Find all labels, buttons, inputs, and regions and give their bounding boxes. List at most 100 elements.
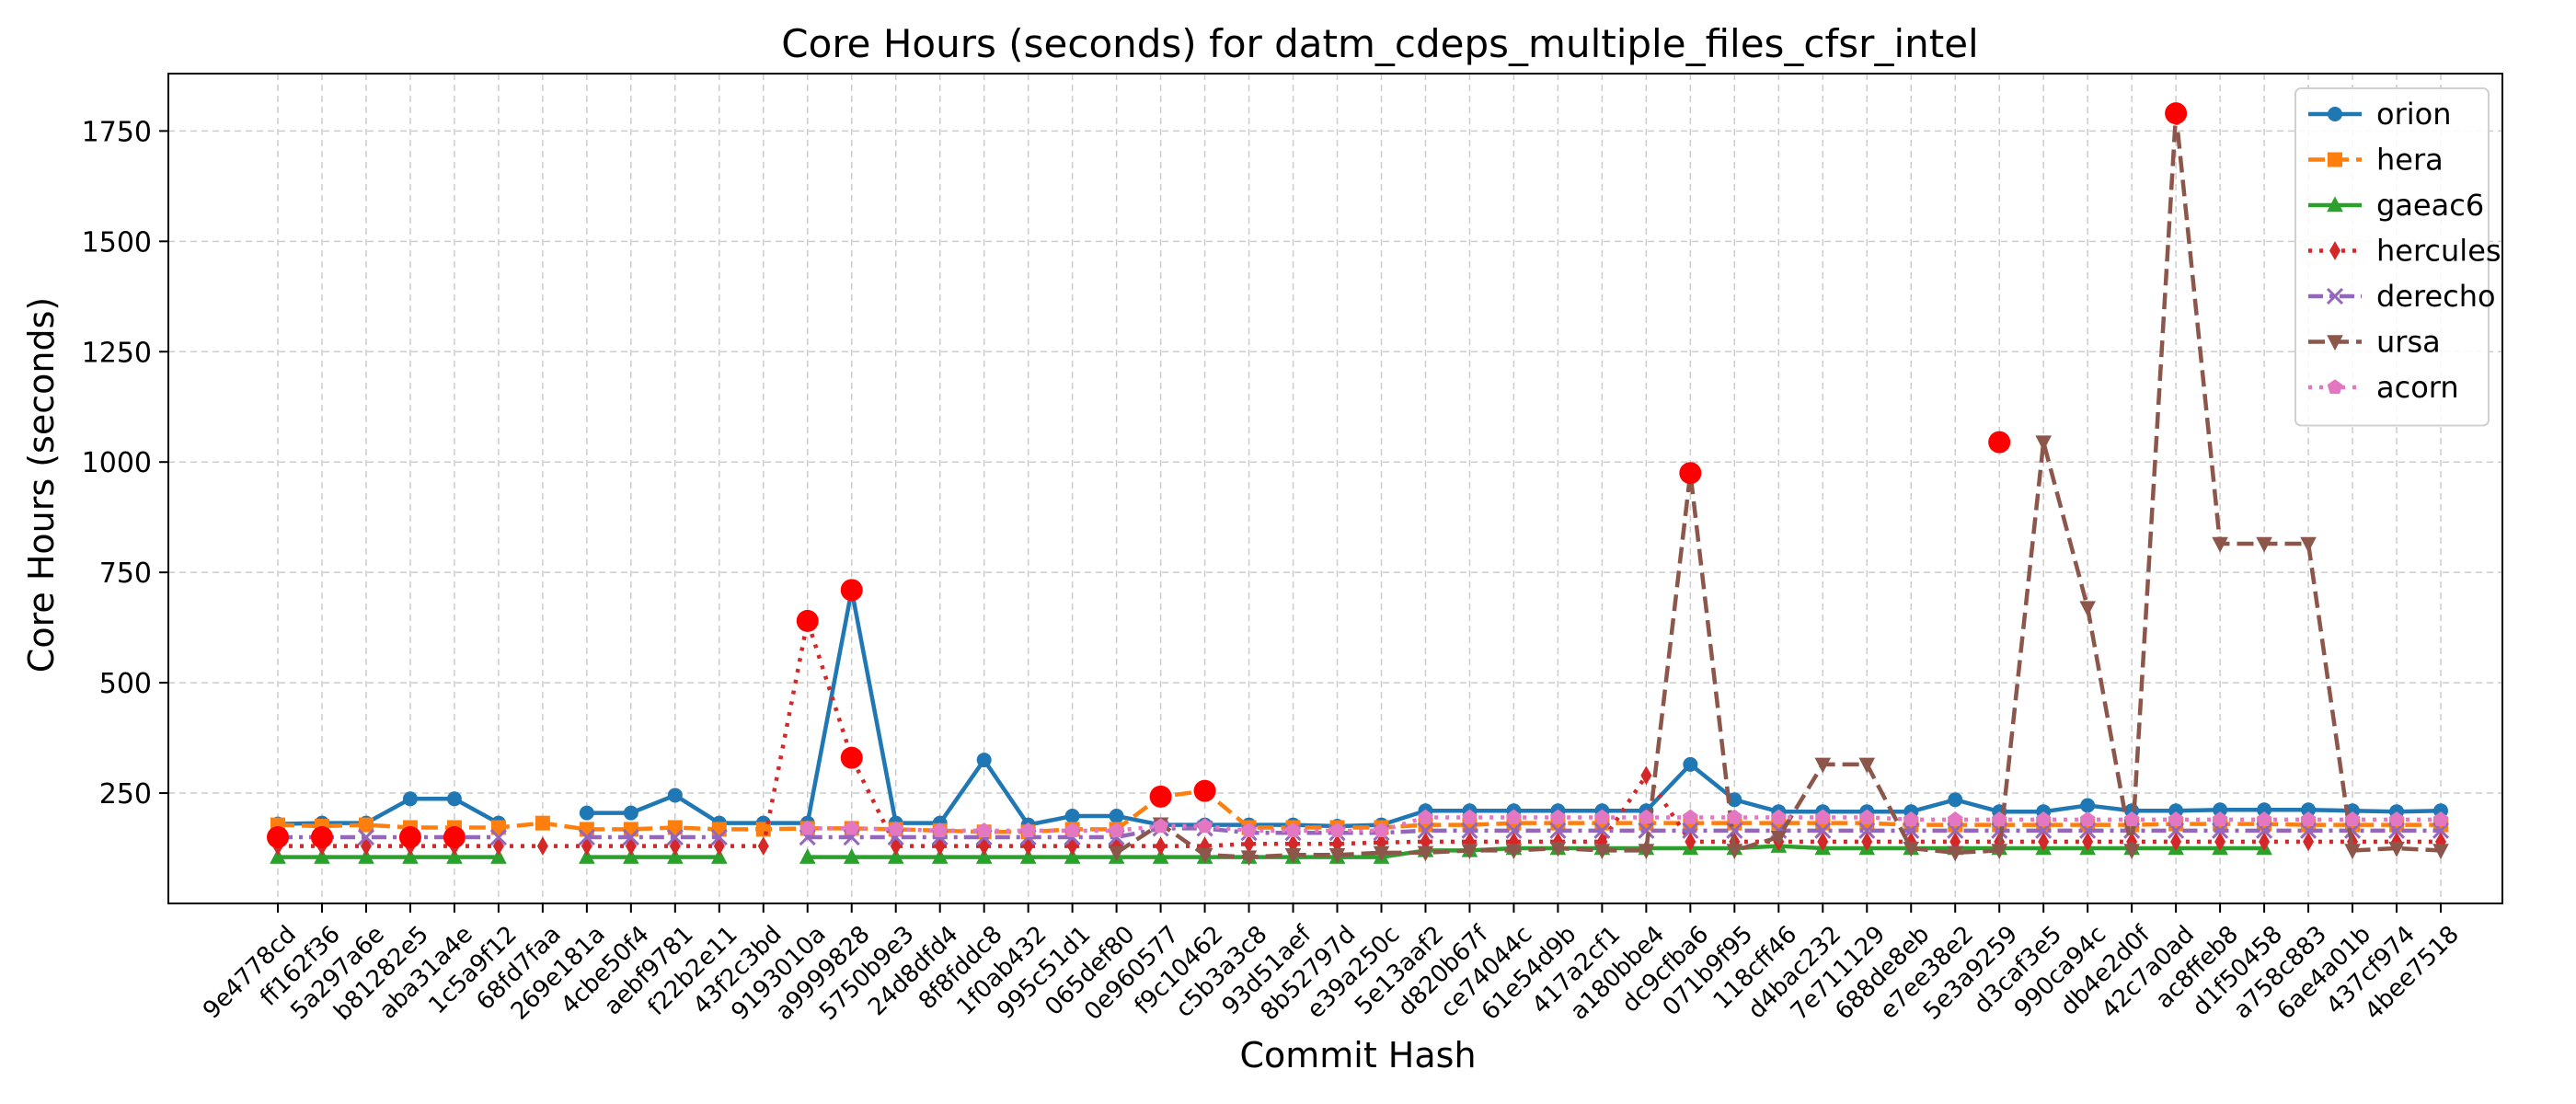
- data-point: [2038, 832, 2050, 852]
- data-point: [1549, 822, 1567, 839]
- data-point: [1064, 822, 1081, 837]
- data-point: [2300, 811, 2317, 826]
- data-point: [844, 820, 860, 835]
- data-point: [1770, 809, 1787, 824]
- legend: orion hera gaeac6 hercules derecho ursa acorn: [2294, 87, 2501, 427]
- data-point: [2432, 844, 2449, 860]
- legend-label-hercules: hercules: [2376, 234, 2501, 269]
- data-point: [1019, 848, 1037, 864]
- highlighted-point: [796, 609, 819, 632]
- data-point: [1638, 822, 1655, 839]
- data-point: [1153, 818, 1168, 834]
- data-point: [887, 848, 904, 864]
- data-point: [1593, 822, 1611, 839]
- data-point: [2301, 802, 2317, 818]
- data-point: [1155, 836, 1167, 857]
- highlight-layer: [267, 102, 2188, 849]
- data-point: [2303, 832, 2315, 852]
- y-tick-label: 750: [99, 558, 152, 590]
- data-point: [1417, 822, 1434, 839]
- data-point: [888, 821, 904, 836]
- data-point: [1814, 822, 1832, 839]
- data-point: [1594, 809, 1610, 824]
- legend-label-gaeac6: gaeac6: [2376, 188, 2484, 223]
- legend-marker-gaeac6: [2327, 196, 2343, 213]
- data-point: [1241, 822, 1257, 837]
- data-point: [666, 828, 684, 846]
- data-point: [2170, 832, 2182, 852]
- legend-marker-orion: [2328, 107, 2342, 121]
- data-point: [1991, 844, 2008, 860]
- data-point: [2212, 536, 2228, 553]
- data-point: [535, 815, 550, 831]
- data-point: [1505, 844, 1523, 860]
- data-point: [710, 848, 728, 864]
- data-point: [1814, 809, 1831, 824]
- data-point: [667, 788, 683, 803]
- data-point: [1817, 832, 1829, 852]
- chart-title: Core Hours (seconds) for datm_cdeps_mult…: [781, 21, 1978, 66]
- highlighted-point: [840, 579, 863, 602]
- data-point: [623, 848, 639, 864]
- data-point: [1550, 809, 1566, 824]
- data-point: [2259, 832, 2271, 852]
- data-point: [1462, 809, 1478, 824]
- legend-label-orion: orion: [2376, 97, 2451, 132]
- grid-lines: [168, 74, 2502, 903]
- data-point: [579, 848, 595, 864]
- data-point: [1991, 811, 2007, 826]
- data-point: [270, 848, 286, 864]
- data-point: [536, 836, 548, 857]
- data-point: [1858, 822, 1876, 839]
- data-point: [2213, 802, 2228, 818]
- data-point: [2388, 811, 2405, 826]
- data-point: [1727, 792, 1742, 808]
- data-point: [2344, 844, 2361, 860]
- data-point: [1418, 809, 1433, 824]
- data-point: [623, 822, 638, 837]
- data-point: [1593, 844, 1611, 860]
- data-point: [1505, 822, 1523, 839]
- legend-marker-derecho: [2326, 287, 2344, 305]
- x-axis-label: Commit Hash: [1239, 1035, 1476, 1075]
- data-point: [579, 805, 594, 821]
- data-point: [2079, 822, 2097, 839]
- data-point: [446, 848, 463, 864]
- data-point: [2212, 822, 2229, 839]
- data-point: [490, 820, 506, 835]
- data-point: [490, 848, 507, 864]
- data-point: [1196, 848, 1213, 864]
- y-tick-label: 1250: [82, 337, 152, 369]
- data-point: [1858, 757, 1876, 774]
- highlighted-point: [443, 826, 466, 849]
- highlighted-point: [2165, 102, 2188, 125]
- data-point: [1461, 822, 1478, 839]
- data-point: [757, 836, 769, 857]
- data-point: [1152, 848, 1169, 864]
- data-point: [976, 753, 992, 768]
- data-point: [1991, 822, 2008, 839]
- y-tick-label: 1500: [82, 226, 152, 259]
- series-line: [807, 815, 2441, 834]
- data-point: [358, 817, 374, 833]
- data-point: [1020, 822, 1037, 837]
- series-line: [807, 826, 2441, 840]
- data-point: [799, 820, 816, 835]
- legend-label-ursa: ursa: [2376, 325, 2441, 360]
- data-point: [1947, 811, 1963, 826]
- data-point: [2299, 822, 2317, 839]
- data-point: [2168, 822, 2185, 839]
- highlighted-point: [1988, 431, 2011, 454]
- data-point: [2035, 435, 2052, 452]
- data-point: [402, 791, 418, 807]
- data-point: [1947, 822, 1964, 839]
- data-point: [2080, 798, 2096, 813]
- data-point: [1682, 822, 1699, 839]
- data-point: [1374, 822, 1389, 837]
- data-point: [1064, 848, 1081, 864]
- data-point: [2256, 811, 2272, 826]
- highlighted-point: [1679, 462, 1702, 485]
- data-point: [711, 822, 727, 837]
